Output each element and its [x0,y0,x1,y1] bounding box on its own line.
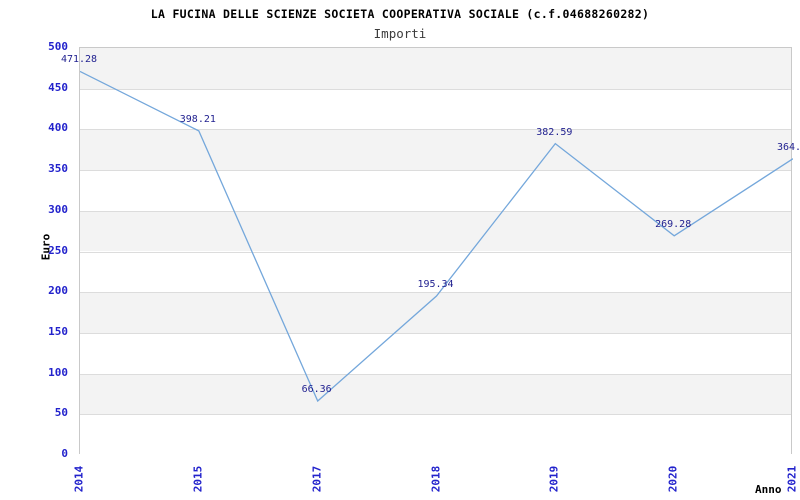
gridline [80,170,791,172]
gridline [80,129,791,131]
y-tick-label: 200 [48,284,68,298]
gridline [80,373,791,375]
y-tick-label: 400 [48,121,68,135]
plot-band [80,48,791,89]
plot-area [79,47,793,455]
data-point-label: 364.0 [776,141,800,153]
data-point-label: 269.28 [655,218,692,230]
x-axis-title: Anno [755,483,782,496]
y-tick-label: 450 [48,80,68,94]
y-tick-label: 0 [61,447,68,460]
y-tick-label: 350 [48,162,68,176]
gridline [80,251,791,253]
chart-title: LA FUCINA DELLE SCIENZE SOCIETA COOPERAT… [150,7,650,21]
plot-band [80,292,791,333]
y-tick-label: 100 [48,365,68,379]
plot-band [80,88,791,130]
gridline [80,332,791,334]
x-tick-label: 2018 [429,465,442,493]
y-tick-label: 250 [48,243,68,257]
plot-band [80,414,791,455]
y-tick-label: 150 [48,324,68,338]
x-tick-label: 2014 [72,465,86,493]
plot-band [80,373,791,415]
x-tick-label: 2017 [310,465,324,493]
line-series [80,70,793,403]
data-point-label: 398.21 [179,113,216,125]
x-tick-label: 2019 [547,465,561,493]
x-tick-label: 2021 [785,465,799,493]
series-polyline [80,70,793,403]
plot-band [80,210,791,252]
chart-subtitle: Importi [373,26,427,41]
y-tick-label: 300 [48,202,68,216]
gridline [80,88,791,90]
x-tick-label: 2020 [666,465,680,493]
data-point-label: 382.59 [536,126,573,138]
y-axis-title: Euro [39,233,53,261]
data-point-label: 471.28 [60,54,98,66]
gridline [80,210,791,212]
data-point-label: 195.34 [417,278,454,290]
y-tick-label: 500 [48,40,68,53]
plot-band [80,251,791,293]
gridline [80,414,791,416]
plot-band [80,332,791,374]
plot-band [80,170,791,211]
gridline [80,292,791,294]
x-tick-label: 2015 [191,465,205,493]
y-tick-label: 50 [54,406,68,420]
plot-band [80,129,791,171]
data-point-label: 66.36 [301,383,332,395]
